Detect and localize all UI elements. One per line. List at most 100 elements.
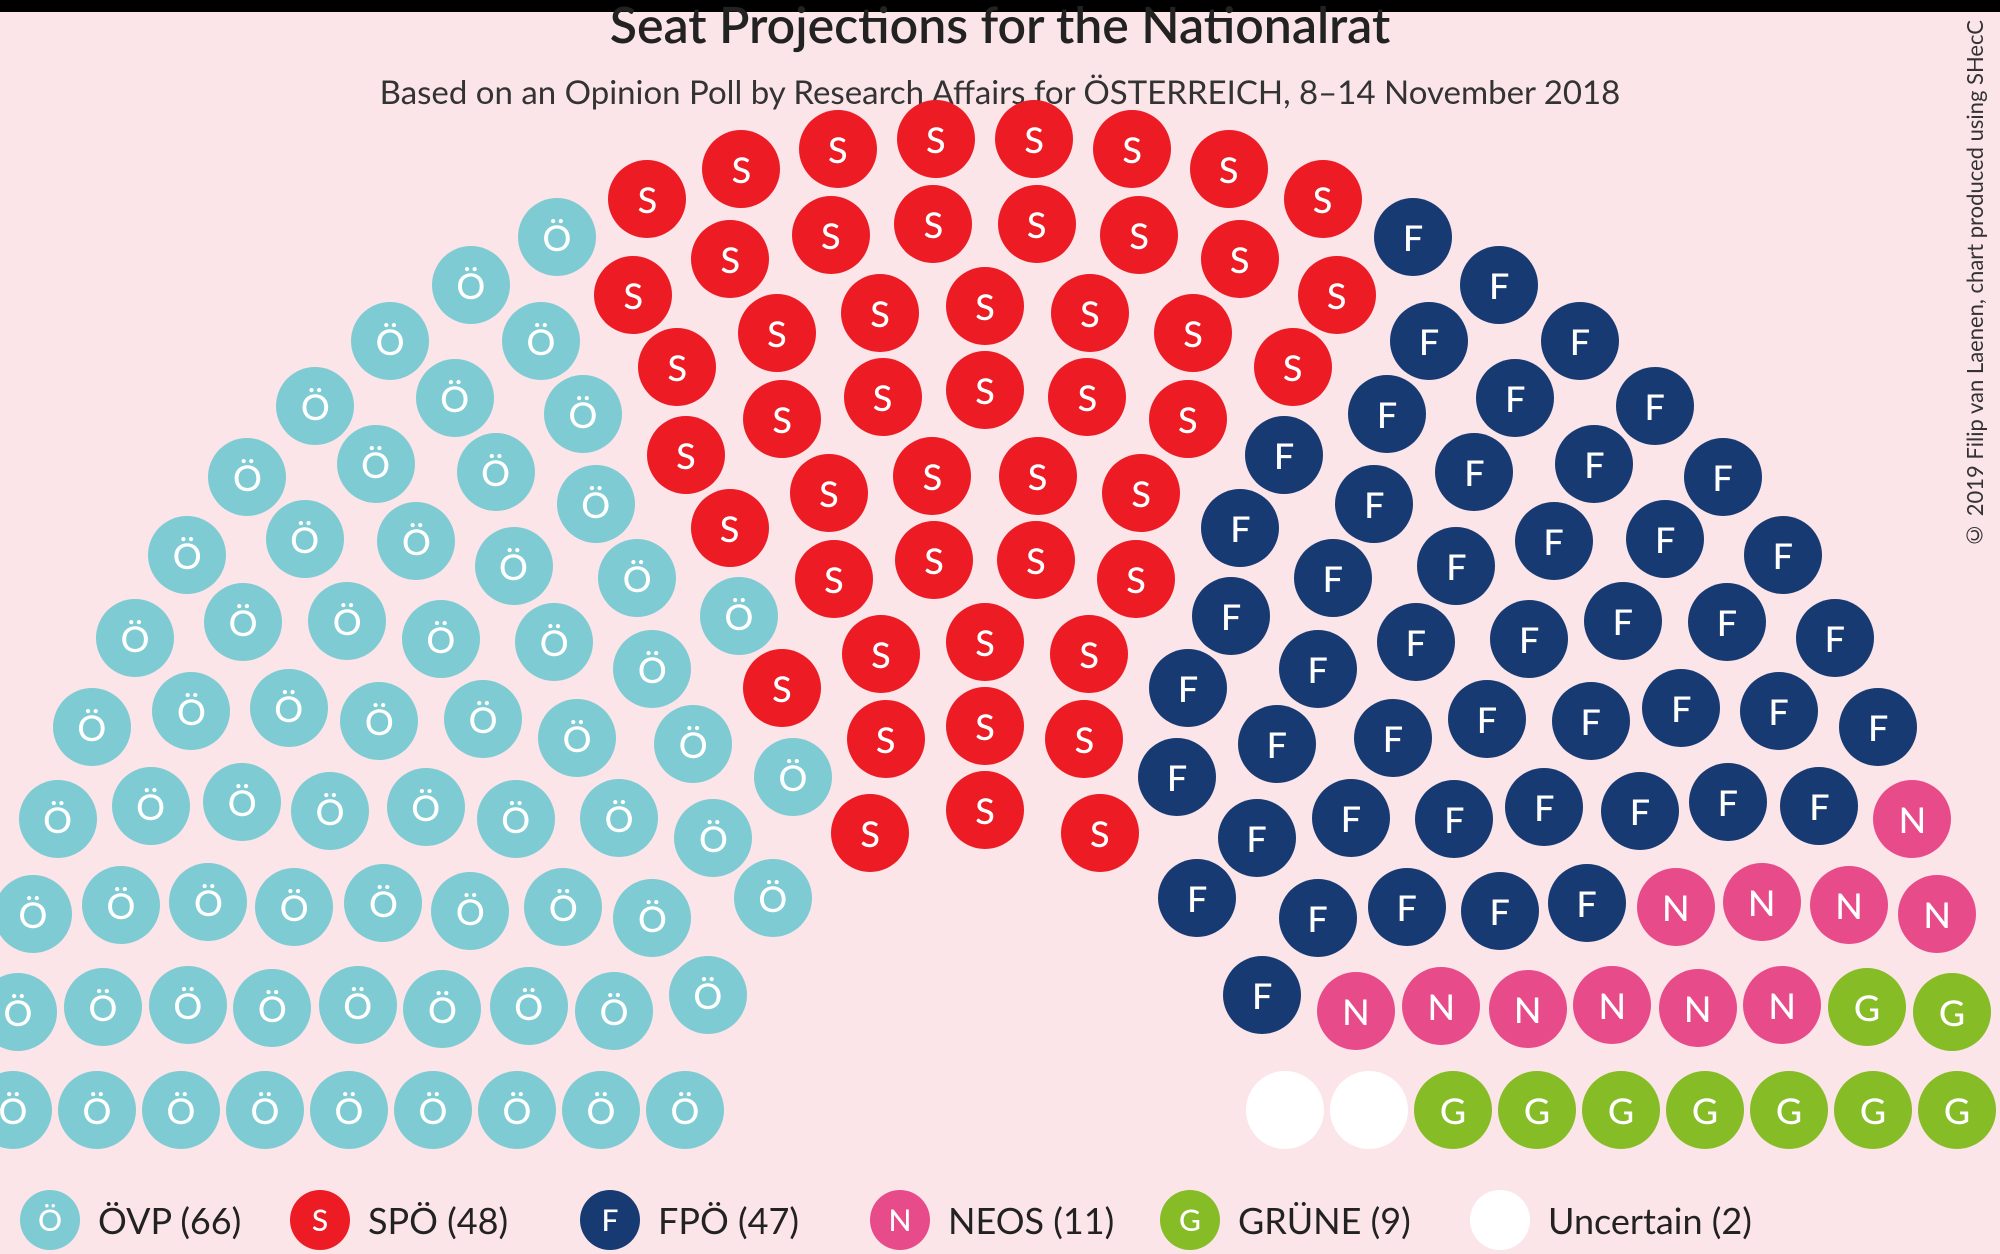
seat-ovp: Ö (431, 872, 509, 950)
seat-fpo: F (1390, 302, 1468, 380)
legend-swatch-ovp: Ö (20, 1190, 80, 1250)
seat-spo: S (608, 160, 686, 238)
legend-label-grune: GRÜNE (9) (1238, 1198, 1411, 1242)
seat-ovp: Ö (19, 780, 97, 858)
seat-grune: G (1913, 973, 1991, 1051)
seat-fpo: F (1684, 438, 1762, 516)
seat-fpo: F (1368, 868, 1446, 946)
seat-spo: S (895, 521, 973, 599)
seat-grune: G (1918, 1071, 1996, 1149)
seat-ovp: Ö (169, 863, 247, 941)
seat-spo: S (594, 256, 672, 334)
seat-grune: G (1414, 1071, 1492, 1149)
seat-grune: G (1666, 1071, 1744, 1149)
seat-fpo: F (1417, 527, 1495, 605)
seat-ovp: Ö (432, 246, 510, 324)
seat-ovp: Ö (475, 527, 553, 605)
seat-spo: S (1045, 700, 1123, 778)
seat-ovp: Ö (502, 302, 580, 380)
seat-spo: S (997, 521, 1075, 599)
seat-fpo: F (1374, 198, 1452, 276)
chart-title: Seat Projections for the Nationalrat (0, 0, 2000, 54)
seat-ovp: Ö (457, 433, 535, 511)
seat-ovp: Ö (82, 866, 160, 944)
seat-ovp: Ö (344, 864, 422, 942)
seat-ovp: Ö (152, 672, 230, 750)
seat-ovp: Ö (208, 438, 286, 516)
seat-ovp: Ö (276, 367, 354, 445)
seat-ovp: Ö (266, 500, 344, 578)
seat-fpo: F (1201, 489, 1279, 567)
seat-ovp: Ö (646, 1071, 724, 1149)
seat-fpo: F (1601, 772, 1679, 850)
seat-spo: S (743, 380, 821, 458)
seat-neos: N (1659, 969, 1737, 1047)
seat-fpo: F (1626, 500, 1704, 578)
seat-spo: S (999, 437, 1077, 515)
seat-fpo: F (1435, 433, 1513, 511)
seat-ovp: Ö (490, 967, 568, 1045)
seat-ovp: Ö (351, 302, 429, 380)
seat-fpo: F (1448, 680, 1526, 758)
seat-spo: S (1051, 274, 1129, 352)
chart-credit: © 2019 Filip van Laenen, chart produced … (1961, 20, 1988, 549)
seat-fpo: F (1223, 956, 1301, 1034)
seat-spo: S (691, 220, 769, 298)
seat-spo: S (1149, 380, 1227, 458)
seat-ovp: Ö (204, 583, 282, 661)
seat-fpo: F (1348, 375, 1426, 453)
legend-item-fpo: FFPÖ (47) (580, 1190, 799, 1250)
seat-spo: S (946, 771, 1024, 849)
seat-fpo: F (1490, 600, 1568, 678)
seat-fpo: F (1158, 859, 1236, 937)
legend-label-ovp: ÖVP (66) (98, 1198, 241, 1242)
legend-swatch-neos: N (870, 1190, 930, 1250)
seat-fpo: F (1279, 630, 1357, 708)
seat-fpo: F (1377, 603, 1455, 681)
seat-spo: S (893, 437, 971, 515)
seat-ovp: Ö (557, 465, 635, 543)
seat-ovp: Ö (598, 539, 676, 617)
seat-ovp: Ö (310, 1071, 388, 1149)
seat-ovp: Ö (58, 1071, 136, 1149)
seat-ovp: Ö (613, 879, 691, 957)
seat-ovp: Ö (387, 768, 465, 846)
seat-spo: S (1061, 794, 1139, 872)
seat-ovp: Ö (340, 682, 418, 760)
seat-spo: S (1097, 540, 1175, 618)
seat-spo: S (847, 700, 925, 778)
seat-neos: N (1810, 866, 1888, 944)
seat-ovp: Ö (308, 582, 386, 660)
seat-ovp: Ö (64, 968, 142, 1046)
seat-spo: S (1254, 328, 1332, 406)
seat-ovp: Ö (669, 956, 747, 1034)
seat-fpo: F (1839, 688, 1917, 766)
seat-neos: N (1489, 970, 1567, 1048)
legend-label-fpo: FPÖ (47) (658, 1198, 799, 1242)
seat-fpo: F (1354, 699, 1432, 777)
seat-ovp: Ö (416, 359, 494, 437)
seat-fpo: F (1505, 768, 1583, 846)
seat-ovp: Ö (538, 699, 616, 777)
seat-neos: N (1723, 863, 1801, 941)
seat-ovp: Ö (518, 198, 596, 276)
seat-ovp: Ö (562, 1071, 640, 1149)
seat-spo: S (1298, 256, 1376, 334)
seat-ovp: Ö (575, 972, 653, 1050)
seat-fpo: F (1555, 425, 1633, 503)
seat-fpo: F (1642, 669, 1720, 747)
legend-item-neos: N NEOS (11) (870, 1190, 1114, 1250)
seat-spo: S (792, 196, 870, 274)
seat-grune: G (1498, 1071, 1576, 1149)
seat-fpo: F (1616, 367, 1694, 445)
seat-ovp: Ö (403, 970, 481, 1048)
legend-label-neos: NEOS (11) (948, 1198, 1114, 1242)
seat-ovp: Ö (148, 516, 226, 594)
seat-grune: G (1750, 1071, 1828, 1149)
seat-ovp: Ö (544, 375, 622, 453)
seat-ovp: Ö (477, 780, 555, 858)
seat-neos: N (1402, 967, 1480, 1045)
seat-ovp: Ö (0, 1071, 52, 1149)
seat-fpo: F (1548, 864, 1626, 942)
seat-spo: S (1190, 130, 1268, 208)
